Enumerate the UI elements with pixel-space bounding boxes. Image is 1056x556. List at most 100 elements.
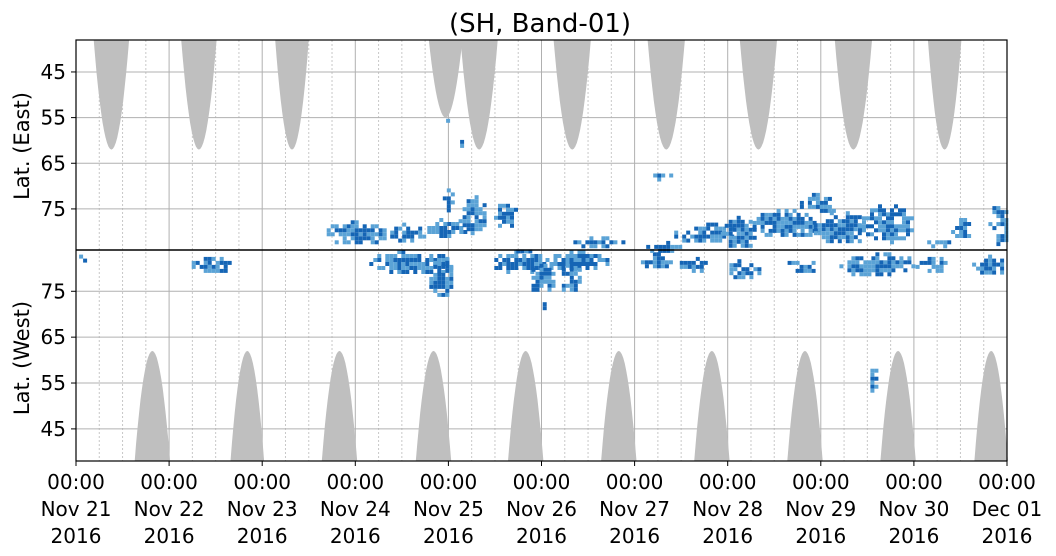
echo-cell (837, 235, 842, 240)
echo-cell (923, 260, 928, 265)
echo-cell (581, 258, 586, 262)
echo-cell (445, 256, 450, 261)
echo-cell (791, 260, 796, 265)
echo-cell (996, 238, 1001, 243)
no-coverage-west (508, 350, 544, 461)
echo-cell (776, 216, 781, 221)
no-coverage-west (601, 350, 637, 461)
echo-cell (522, 266, 527, 270)
echo-cell (441, 254, 446, 258)
echo-cell (878, 228, 882, 233)
echo-cell (374, 240, 379, 245)
echo-cell (768, 228, 773, 233)
echo-cell (433, 280, 438, 285)
echo-cell (728, 239, 733, 244)
echo-cell (462, 207, 467, 212)
echo-cell (870, 376, 875, 381)
echo-cell (474, 215, 479, 220)
echo-cell (915, 264, 920, 269)
echo-cell (718, 234, 723, 239)
echo-cell (362, 236, 367, 241)
echo-cell (377, 258, 382, 262)
echo-cell (547, 283, 552, 288)
echo-cell (658, 244, 663, 249)
echo-cell (530, 270, 535, 274)
echo-cell (695, 256, 700, 261)
echo-cell (737, 271, 742, 276)
echo-cell (528, 249, 533, 254)
echo-cell (470, 203, 475, 208)
echo-cell (898, 208, 902, 213)
echo-cell (768, 216, 773, 221)
echo-cell (745, 267, 750, 272)
echo-cell (394, 230, 399, 235)
echo-cell (819, 204, 824, 209)
echo-cell (720, 231, 725, 236)
echo-cell (875, 256, 880, 261)
echo-cell (418, 226, 423, 231)
echo-cell (699, 260, 704, 265)
echo-cell (736, 219, 741, 224)
echo-cell (342, 240, 347, 245)
echo-cell (542, 306, 547, 311)
y-tick-label-west: 55 (41, 371, 66, 395)
echo-cell (534, 258, 539, 262)
echo-cell (669, 173, 674, 178)
echo-cell (682, 234, 687, 239)
echo-cell (679, 264, 684, 269)
echo-cell (393, 254, 398, 258)
echo-cell (784, 216, 789, 221)
echo-cell (898, 236, 902, 241)
echo-cell (437, 258, 442, 262)
echo-cell (939, 264, 944, 269)
x-tick-label: 00:00 (513, 470, 571, 494)
echo-cell (474, 203, 479, 208)
echo-cell (839, 264, 844, 269)
echo-cell (441, 284, 446, 289)
echo-cell (784, 228, 789, 233)
echo-cell (867, 272, 872, 277)
echo-cell (498, 215, 502, 220)
echo-cell (381, 266, 386, 270)
echo-cell (875, 252, 880, 257)
chart-title: (SH, Band-01) (449, 9, 631, 39)
echo-cell (784, 224, 789, 229)
echo-cell (410, 230, 415, 235)
echo-cell (1000, 214, 1005, 219)
echo-cell (656, 264, 661, 269)
echo-cell (482, 211, 487, 216)
echo-cell (694, 238, 699, 243)
echo-cell (433, 288, 438, 293)
echo-cell (740, 239, 745, 244)
echo-cell (429, 254, 434, 258)
echo-cell (817, 227, 822, 232)
echo-cell (370, 228, 375, 233)
echo-cell (718, 230, 723, 235)
echo-cell (784, 212, 789, 217)
echo-cell (894, 224, 898, 229)
echo-cell (443, 226, 448, 230)
echo-cell (702, 230, 707, 235)
echo-cell (907, 260, 912, 265)
echo-cell (450, 192, 455, 197)
echo-cell (362, 224, 367, 229)
echo-cell (447, 234, 452, 238)
echo-cell (833, 235, 838, 240)
echo-cell (849, 219, 854, 224)
echo-cell (455, 226, 460, 230)
echo-cell (891, 264, 896, 269)
echo-cell (577, 240, 582, 245)
x-tick-label: 00:00 (47, 470, 105, 494)
no-coverage-east (834, 40, 872, 150)
echo-cell (780, 232, 785, 237)
echo-cell (518, 258, 523, 262)
echo-cell (398, 226, 403, 231)
echo-cell (510, 219, 514, 224)
echo-cell (745, 271, 750, 276)
echo-cell (890, 212, 894, 217)
echo-cell (561, 267, 566, 272)
echo-cell (984, 258, 989, 263)
echo-cell (988, 254, 993, 259)
echo-cell (449, 272, 454, 277)
echo-cell (526, 258, 531, 262)
